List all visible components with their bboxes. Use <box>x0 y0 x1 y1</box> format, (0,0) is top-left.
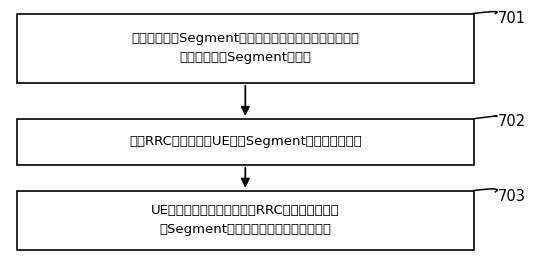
Text: 通过RRC专用信令向UE发送Segment对应的配置信息: 通过RRC专用信令向UE发送Segment对应的配置信息 <box>129 135 362 148</box>
FancyBboxPatch shape <box>17 13 474 83</box>
FancyBboxPatch shape <box>17 191 474 249</box>
FancyBboxPatch shape <box>17 119 474 165</box>
Text: 701: 701 <box>498 11 526 26</box>
Text: 702: 702 <box>498 114 526 128</box>
Text: UE读取该配置信息，并根据RRC专用信令的指示
对Segment进行添加、删除、修改等操作: UE读取该配置信息，并根据RRC专用信令的指示 对Segment进行添加、删除、… <box>151 204 340 236</box>
Text: 当载波边缘的Segment与该载波合并使用时，根据该载波
的信息确定该Segment的信息: 当载波边缘的Segment与该载波合并使用时，根据该载波 的信息确定该Segme… <box>131 32 359 64</box>
Text: 703: 703 <box>498 189 526 204</box>
